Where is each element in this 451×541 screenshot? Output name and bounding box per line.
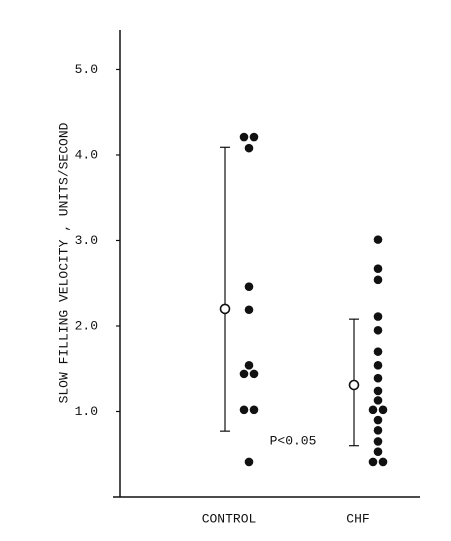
- data-point: [368, 405, 378, 415]
- data-point: [373, 437, 383, 446]
- data-point: [249, 132, 259, 142]
- data-point: [373, 347, 383, 356]
- data-point: [239, 405, 249, 415]
- data-point: [368, 457, 378, 467]
- data-point: [239, 369, 249, 379]
- data-point: [373, 264, 383, 274]
- data-point: [373, 361, 383, 370]
- data-point: [373, 235, 383, 244]
- data-point: [378, 405, 388, 415]
- mean-marker: [219, 303, 231, 315]
- data-point: [249, 405, 259, 415]
- data-point: [373, 386, 383, 396]
- annotation: P<0.05: [270, 433, 317, 448]
- data-point: [244, 305, 254, 315]
- y-axis-label: SLOW FILLING VELOCITY , UNITS/SECOND: [56, 122, 71, 403]
- y-tick-label: 4.0: [75, 147, 98, 162]
- data-point: [249, 369, 259, 379]
- data-point: [373, 396, 383, 405]
- data-point: [244, 143, 254, 153]
- data-point: [244, 282, 254, 291]
- y-tick-label: 5.0: [75, 62, 98, 77]
- y-tick-label: 3.0: [75, 233, 98, 248]
- data-point: [373, 325, 383, 335]
- y-tick-label: 2.0: [75, 318, 98, 333]
- data-point: [373, 312, 383, 321]
- x-tick-label: CHF: [346, 511, 369, 526]
- data-point: [373, 426, 383, 435]
- data-point: [244, 457, 254, 467]
- data-point: [378, 457, 388, 467]
- data-point: [373, 373, 383, 383]
- data-point: [239, 132, 249, 142]
- x-tick-label: CONTROL: [202, 511, 257, 526]
- y-tick-label: 1.0: [75, 404, 98, 419]
- data-point: [373, 275, 383, 285]
- data-point: [373, 447, 383, 456]
- data-point: [373, 415, 383, 425]
- mean-marker: [348, 379, 360, 391]
- data-point: [244, 361, 254, 370]
